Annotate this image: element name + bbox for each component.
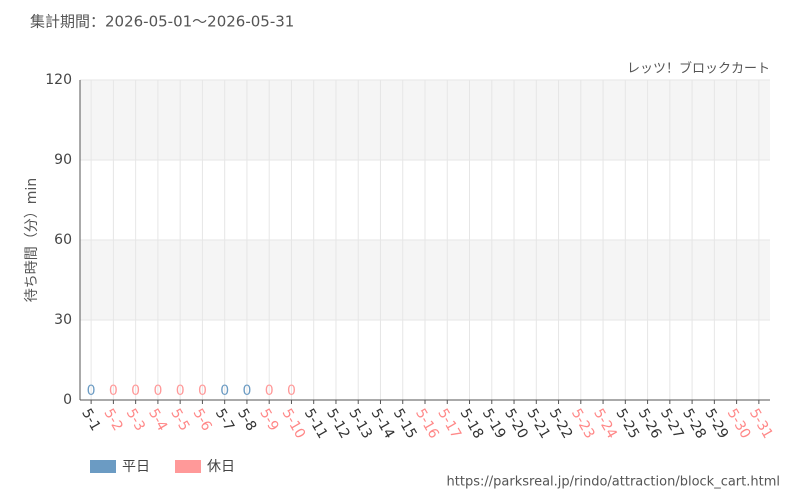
data-label: 0 [242, 383, 251, 399]
y-axis-label: 待ち時間（分）min [24, 178, 40, 302]
y-tick-label: 30 [54, 312, 72, 328]
x-tick-label: 5-9 [256, 406, 281, 434]
data-label: 0 [131, 383, 140, 399]
x-tick-label: 5-8 [234, 406, 259, 434]
source: https://parksreal.jp/rindo/attraction/bl… [447, 475, 780, 490]
chart-title: 集計期間：2026-05-01～2026-05-31 [30, 13, 294, 31]
x-tick-label: 5-3 [123, 406, 148, 434]
x-tick-label: 5-31 [746, 406, 776, 442]
y-tick-label: 120 [45, 72, 72, 88]
data-label: 0 [87, 383, 96, 399]
y-tick-label: 0 [63, 392, 72, 408]
data-label: 0 [287, 383, 296, 399]
y-tick-label: 60 [54, 232, 72, 248]
data-label: 0 [176, 383, 185, 399]
chart-subtitle: レッツ！ブロックカート [627, 61, 770, 77]
x-tick-label: 5-5 [167, 406, 192, 434]
legend-label: 休日 [207, 459, 235, 475]
data-label: 0 [153, 383, 162, 399]
legend-swatch [175, 460, 201, 473]
legend-label: 平日 [122, 459, 150, 475]
y-tick-label: 90 [54, 152, 72, 168]
x-tick-label: 5-1 [78, 406, 103, 434]
x-tick-label: 5-4 [145, 406, 170, 434]
x-tick-label: 5-7 [212, 406, 237, 434]
legend-swatch [90, 460, 116, 473]
x-tick-label: 5-6 [189, 406, 214, 434]
data-label: 0 [109, 383, 118, 399]
x-tick-label: 5-2 [100, 406, 125, 434]
data-label: 0 [220, 383, 229, 399]
data-label: 0 [198, 383, 207, 399]
data-label: 0 [265, 383, 274, 399]
